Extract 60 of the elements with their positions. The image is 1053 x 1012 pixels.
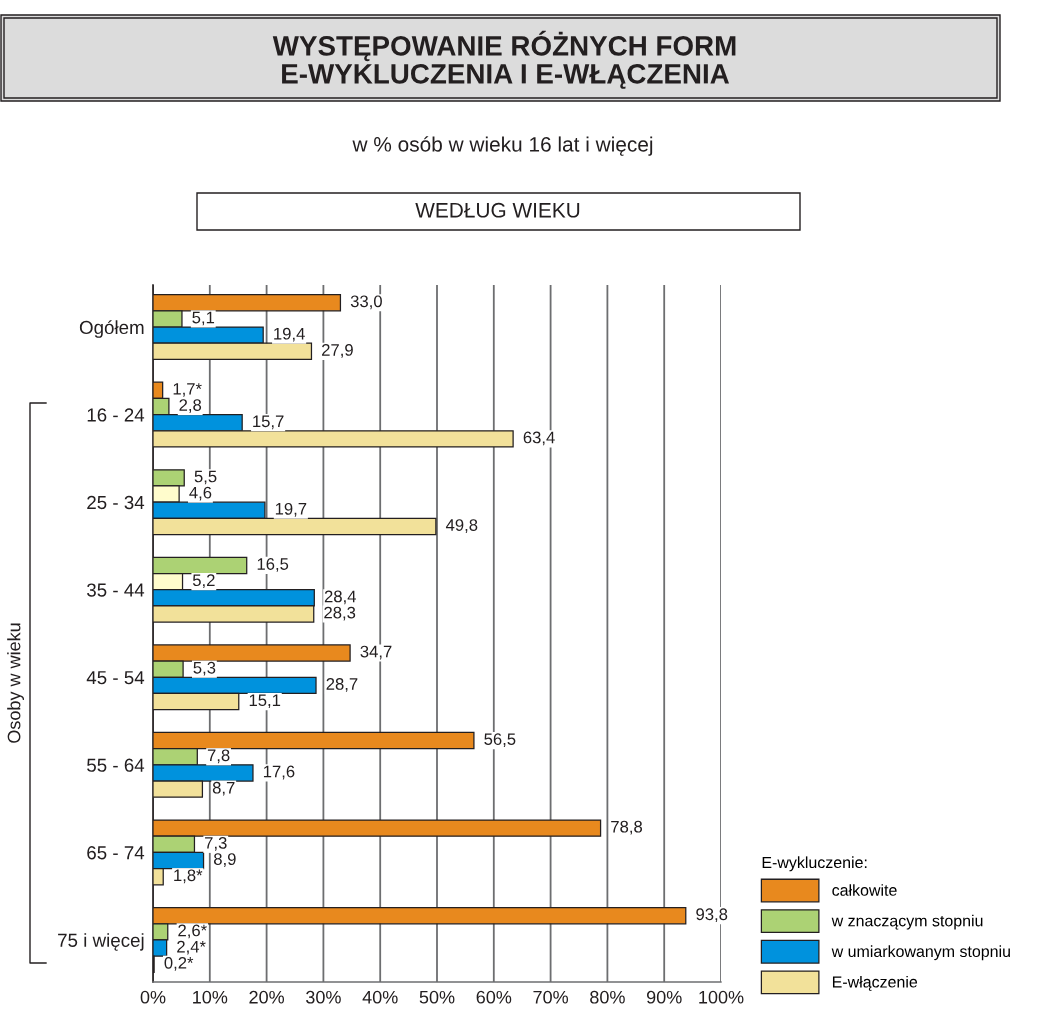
y-tick-label: 16 - 24	[87, 408, 145, 422]
y-tick-label: 65 - 74	[87, 846, 145, 860]
data-label: 8,7	[212, 781, 235, 796]
data-label: 17,6	[263, 765, 295, 780]
legend-label: E-włączenie	[832, 975, 918, 991]
data-label: 93,8	[696, 908, 728, 923]
y-tick-label: 25 - 34	[87, 495, 145, 510]
data-label: 5,5	[194, 470, 217, 485]
data-label: 5,1	[192, 311, 215, 326]
data-label: 63,4	[523, 431, 555, 446]
data-label: 2,6*	[178, 924, 207, 939]
data-label: 19,4	[274, 327, 305, 342]
y-tick-label: 55 - 64	[87, 758, 145, 772]
data-label: 15,7	[253, 415, 284, 430]
x-tick-label: 70%	[533, 990, 569, 1004]
data-label: 28,7	[326, 678, 358, 692]
y-tick-label: 35 - 44	[87, 583, 145, 597]
data-label: 8,9	[214, 853, 236, 867]
legend-label: całkowite	[832, 884, 897, 896]
data-label: 15,1	[249, 694, 281, 709]
chart-subtitle: w % osób w wieku 16 lat i więcej	[352, 136, 653, 156]
x-tick-label: 100%	[699, 990, 744, 1004]
x-tick-label: 60%	[476, 990, 512, 1004]
data-label: 78,8	[611, 820, 643, 835]
data-label: 7,8	[207, 749, 230, 764]
data-label: 19,7	[275, 502, 307, 517]
data-label: 7,3	[205, 836, 227, 851]
data-label: 1,7*	[173, 383, 202, 397]
data-label: 49,8	[445, 519, 478, 533]
text: WEDŁUG WIEKU	[415, 202, 580, 218]
x-tick-label: 80%	[590, 990, 625, 1004]
data-label: 16,5	[257, 558, 289, 572]
legend-label: w umiarkowanym stopniu	[831, 945, 1010, 961]
x-tick-label: 10%	[193, 990, 228, 1004]
data-label: 1,8*	[174, 869, 203, 884]
y-axis-title: Osoby w wieku	[7, 623, 24, 743]
x-tick-label: 0%	[140, 990, 166, 1004]
data-label: 4,6	[189, 486, 212, 501]
data-label: 2,8	[179, 399, 202, 413]
data-label: 27,9	[322, 344, 353, 358]
data-label: 33,0	[350, 295, 382, 310]
data-label: 2,4*	[177, 940, 206, 955]
data-label: 28,4	[324, 590, 356, 605]
y-tick-label: 45 - 54	[86, 671, 145, 685]
legend-label: w znaczącym stopniu	[831, 914, 983, 930]
data-label: 34,7	[360, 645, 392, 660]
x-tick-label: 40%	[362, 990, 398, 1004]
x-tick-label: 20%	[249, 990, 285, 1004]
y-tick-label: 75 i więcej	[58, 933, 144, 951]
x-tick-label: 30%	[306, 990, 341, 1004]
legend-title: E-wykluczenie:	[762, 856, 867, 872]
data-label: 56,5	[484, 733, 516, 747]
chart-title: WYSTĘPOWANIE RÓŻNYCH FORM E-WYKLUCZENIA I E-WŁĄCZENIA	[272, 30, 736, 89]
data-label: 5,2	[192, 574, 215, 589]
y-tick-label: Ogółem	[79, 320, 144, 338]
x-tick-label: 50%	[419, 990, 455, 1004]
x-tick-label: 90%	[646, 990, 682, 1004]
data-label: 5,3	[193, 661, 216, 676]
data-label: 28,3	[324, 606, 356, 621]
data-label: 0,2*	[164, 956, 194, 971]
